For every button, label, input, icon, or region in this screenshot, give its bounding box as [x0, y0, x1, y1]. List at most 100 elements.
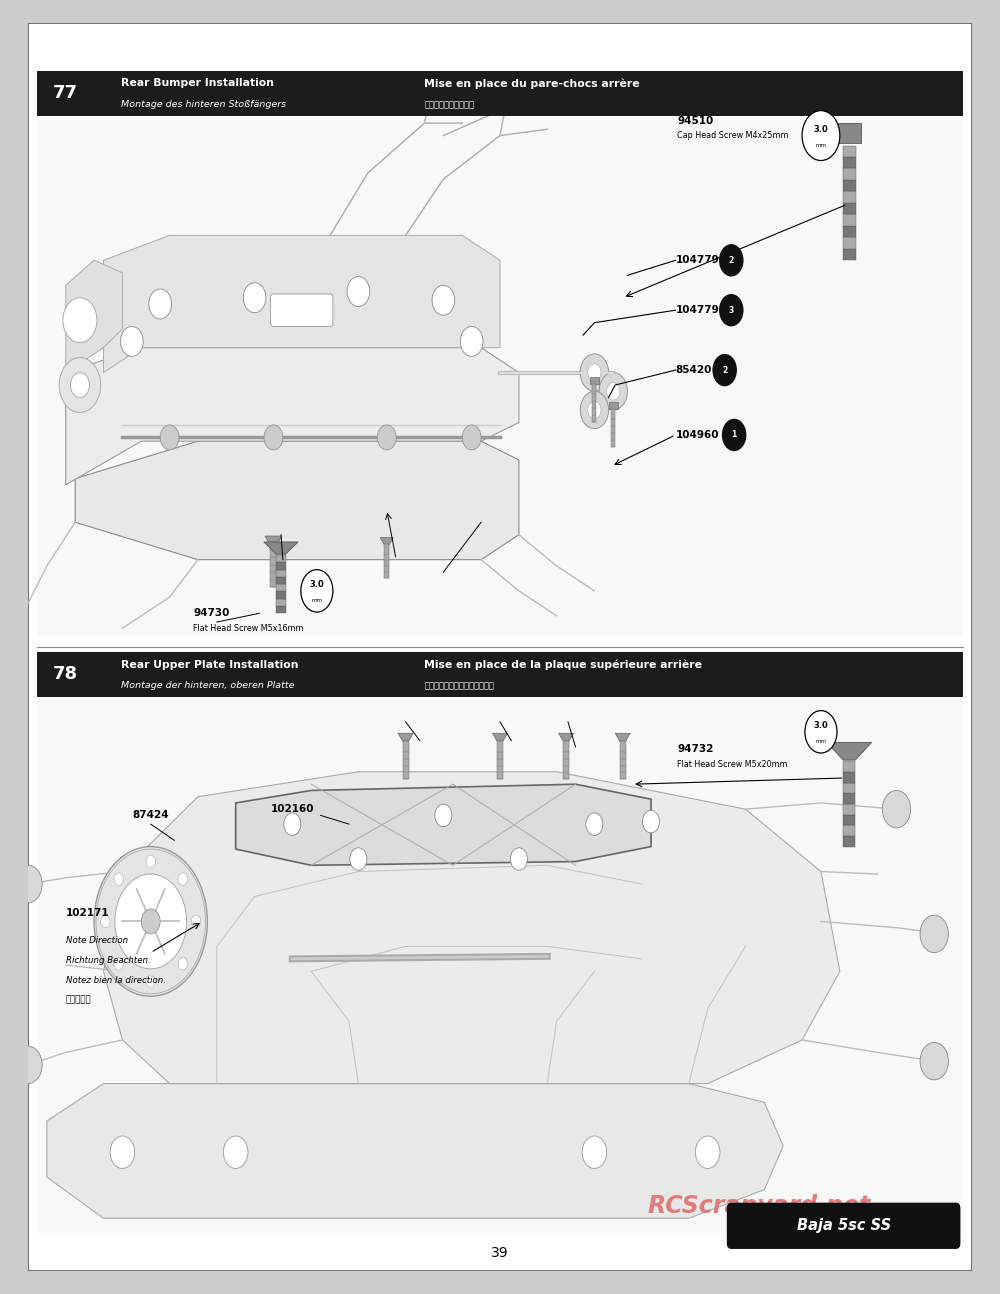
Bar	[843, 793, 855, 804]
Circle shape	[149, 289, 171, 318]
Circle shape	[191, 915, 201, 928]
Circle shape	[347, 277, 370, 307]
Text: 104960: 104960	[676, 430, 719, 440]
Circle shape	[510, 848, 527, 871]
Bar	[843, 203, 856, 215]
Polygon shape	[380, 537, 393, 545]
Circle shape	[284, 813, 301, 836]
Text: リアアッパープレートの取付け: リアアッパープレートの取付け	[424, 681, 494, 690]
Polygon shape	[66, 260, 122, 373]
Bar	[590, 377, 599, 383]
Bar	[37, 697, 963, 1233]
Circle shape	[882, 791, 911, 828]
Circle shape	[101, 915, 110, 928]
Text: 87424: 87424	[132, 810, 169, 820]
Text: mm: mm	[311, 598, 322, 603]
Circle shape	[377, 424, 396, 450]
Bar	[276, 569, 286, 577]
Circle shape	[588, 401, 601, 419]
Text: 3: 3	[729, 305, 734, 314]
Circle shape	[607, 383, 620, 400]
Circle shape	[920, 1043, 948, 1080]
Text: 94510: 94510	[677, 115, 714, 126]
Text: Montage der hinteren, oberen Platte: Montage der hinteren, oberen Platte	[121, 681, 294, 690]
Text: Rear Upper Plate Installation: Rear Upper Plate Installation	[121, 660, 298, 669]
Circle shape	[223, 1136, 248, 1168]
Bar	[609, 402, 618, 409]
Polygon shape	[104, 771, 840, 1083]
Bar	[843, 157, 856, 168]
Circle shape	[580, 391, 609, 428]
Text: 102160: 102160	[271, 804, 314, 814]
Circle shape	[63, 298, 97, 343]
Circle shape	[695, 1136, 720, 1168]
Text: 85420: 85420	[676, 365, 712, 375]
Circle shape	[580, 353, 609, 391]
Polygon shape	[827, 743, 872, 760]
Circle shape	[588, 364, 601, 382]
Circle shape	[70, 373, 89, 397]
Text: mm: mm	[815, 144, 826, 148]
Circle shape	[432, 285, 455, 316]
Circle shape	[462, 424, 481, 450]
Polygon shape	[615, 734, 630, 741]
Circle shape	[14, 1046, 42, 1083]
Bar	[843, 815, 855, 826]
Polygon shape	[398, 734, 413, 741]
Bar	[497, 741, 503, 779]
Text: Flat Head Screw M5x16mm: Flat Head Screw M5x16mm	[193, 624, 304, 633]
Circle shape	[146, 976, 155, 987]
Text: Mise en place du pare-chocs arrère: Mise en place du pare-chocs arrère	[424, 78, 640, 88]
Circle shape	[350, 848, 367, 871]
FancyBboxPatch shape	[271, 294, 333, 326]
Text: 94732: 94732	[677, 744, 714, 754]
Text: 102171: 102171	[66, 907, 109, 917]
Circle shape	[59, 357, 101, 413]
Bar	[838, 123, 861, 142]
Bar	[843, 783, 855, 793]
Text: Rear Bumper Installation: Rear Bumper Installation	[121, 78, 274, 88]
Circle shape	[160, 424, 179, 450]
Text: 2: 2	[729, 256, 734, 265]
Bar	[384, 545, 389, 578]
Text: Cap Head Screw M4x25mm: Cap Head Screw M4x25mm	[677, 131, 789, 140]
Bar	[843, 836, 855, 846]
Text: Note Direction: Note Direction	[66, 936, 128, 945]
Bar	[843, 761, 855, 773]
Circle shape	[460, 326, 483, 356]
Circle shape	[435, 804, 452, 827]
Text: Richtung Beachten.: Richtung Beachten.	[66, 955, 151, 964]
Polygon shape	[92, 652, 116, 697]
Text: 3.0: 3.0	[814, 721, 828, 730]
Bar	[276, 591, 286, 599]
Circle shape	[712, 353, 737, 387]
Bar	[276, 599, 286, 606]
Circle shape	[115, 873, 187, 969]
Circle shape	[121, 326, 143, 356]
FancyBboxPatch shape	[728, 1203, 960, 1249]
Circle shape	[114, 873, 123, 885]
Bar	[276, 584, 286, 591]
Circle shape	[599, 373, 627, 410]
Bar	[276, 606, 286, 613]
Circle shape	[94, 846, 207, 996]
Polygon shape	[66, 348, 519, 485]
Bar	[843, 804, 855, 815]
Polygon shape	[75, 441, 519, 560]
Text: 77: 77	[52, 84, 77, 102]
Polygon shape	[236, 784, 651, 866]
Bar	[563, 741, 569, 779]
Polygon shape	[47, 1083, 783, 1219]
Bar	[37, 71, 963, 115]
Bar	[843, 180, 856, 192]
Polygon shape	[104, 236, 500, 373]
Bar	[37, 116, 963, 637]
Bar	[843, 226, 856, 237]
Bar	[611, 409, 615, 448]
Circle shape	[301, 569, 333, 612]
Circle shape	[243, 283, 266, 313]
Circle shape	[110, 1136, 135, 1168]
Text: mm: mm	[815, 739, 826, 744]
Bar	[843, 168, 856, 180]
Text: Notez bien la direction.: Notez bien la direction.	[66, 976, 166, 985]
